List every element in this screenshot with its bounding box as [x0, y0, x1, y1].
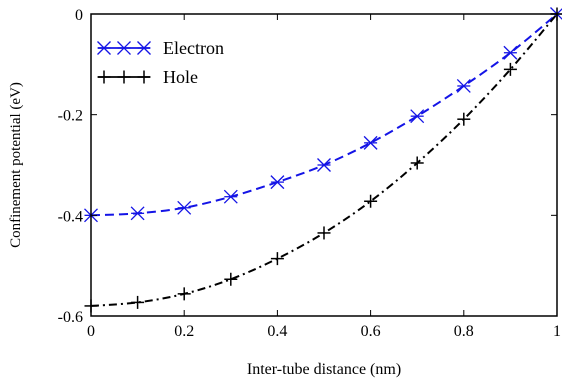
- data-point-hole: [131, 296, 144, 309]
- x-tick-label: 0.8: [454, 323, 474, 340]
- x-tick-label: 0.4: [267, 323, 287, 340]
- legend-marker-electron: [98, 42, 111, 55]
- data-point-electron: [457, 79, 470, 92]
- legend-marker-hole: [118, 71, 131, 84]
- data-point-electron: [318, 159, 331, 172]
- y-tick-label: -0.4: [58, 208, 83, 225]
- data-point-electron: [411, 110, 424, 123]
- legend-marker-electron: [118, 42, 131, 55]
- data-point-hole: [318, 226, 331, 239]
- y-tick-label: 0: [75, 7, 83, 24]
- legend-marker-hole: [138, 71, 151, 84]
- data-point-hole: [178, 287, 191, 300]
- series-line-electron: [91, 14, 557, 215]
- data-point-electron: [364, 136, 377, 149]
- legend-marker-electron: [138, 42, 151, 55]
- x-axis-label: Inter-tube distance (nm): [247, 361, 401, 378]
- x-tick-label: 0.6: [361, 323, 381, 340]
- series-layer: [85, 8, 562, 313]
- data-point-hole: [411, 156, 424, 169]
- legend-label-electron: Electron: [163, 38, 224, 58]
- data-point-electron: [504, 46, 517, 59]
- y-axis-label: Confinement potential (eV): [8, 82, 24, 248]
- legend-marker-hole: [98, 71, 111, 84]
- y-tick-label: -0.2: [58, 108, 83, 125]
- tick-layer: 0 0.2 0.4 0.6 0.8 1 0 -0.2 -0.4 -0.6: [58, 7, 561, 340]
- x-tick-label: 0: [87, 323, 95, 340]
- x-tick-label: 0.2: [174, 323, 194, 340]
- series-line-hole: [91, 14, 557, 306]
- data-point-electron: [178, 201, 191, 214]
- data-point-electron: [131, 207, 144, 220]
- data-point-electron: [224, 190, 237, 203]
- data-point-hole: [271, 252, 284, 265]
- legend: Electron Hole: [98, 38, 224, 87]
- data-point-hole: [224, 273, 237, 286]
- y-tick-label: -0.6: [58, 309, 83, 326]
- x-tick-label: 1: [553, 323, 561, 340]
- legend-label-hole: Hole: [163, 67, 198, 87]
- data-point-electron: [271, 176, 284, 189]
